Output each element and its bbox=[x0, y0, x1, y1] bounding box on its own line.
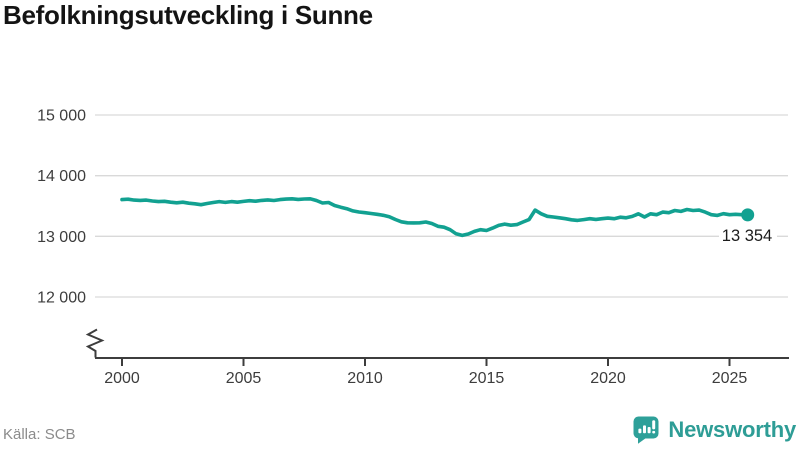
newsworthy-bubble-chart-icon bbox=[632, 415, 660, 444]
source-note: Källa: SCB bbox=[3, 426, 76, 443]
brand-logo: Newsworthy bbox=[632, 415, 796, 444]
y-axis-tick-label: 14 000 bbox=[37, 168, 86, 185]
y-axis-tick-label: 12 000 bbox=[37, 290, 86, 307]
x-axis-tick-label: 2010 bbox=[347, 370, 383, 387]
end-point-marker bbox=[741, 208, 755, 222]
chart-title: Befolkningsutveckling i Sunne bbox=[3, 0, 373, 30]
x-axis-tick-label: 2025 bbox=[712, 370, 748, 387]
x-axis-tick-label: 2015 bbox=[469, 370, 505, 387]
y-axis-break-icon bbox=[85, 328, 105, 358]
y-axis-tick-label: 13 000 bbox=[37, 229, 86, 246]
x-axis-tick-label: 2005 bbox=[226, 370, 262, 387]
x-axis-tick-label: 2000 bbox=[104, 370, 140, 387]
population-line bbox=[120, 197, 750, 238]
brand-wordmark: Newsworthy bbox=[668, 416, 796, 442]
end-label-backdrop bbox=[719, 227, 777, 244]
end-value-label: 13 354 bbox=[722, 227, 772, 245]
y-axis-tick-label: 15 000 bbox=[37, 108, 86, 125]
x-axis-tick-label: 2020 bbox=[590, 370, 626, 387]
